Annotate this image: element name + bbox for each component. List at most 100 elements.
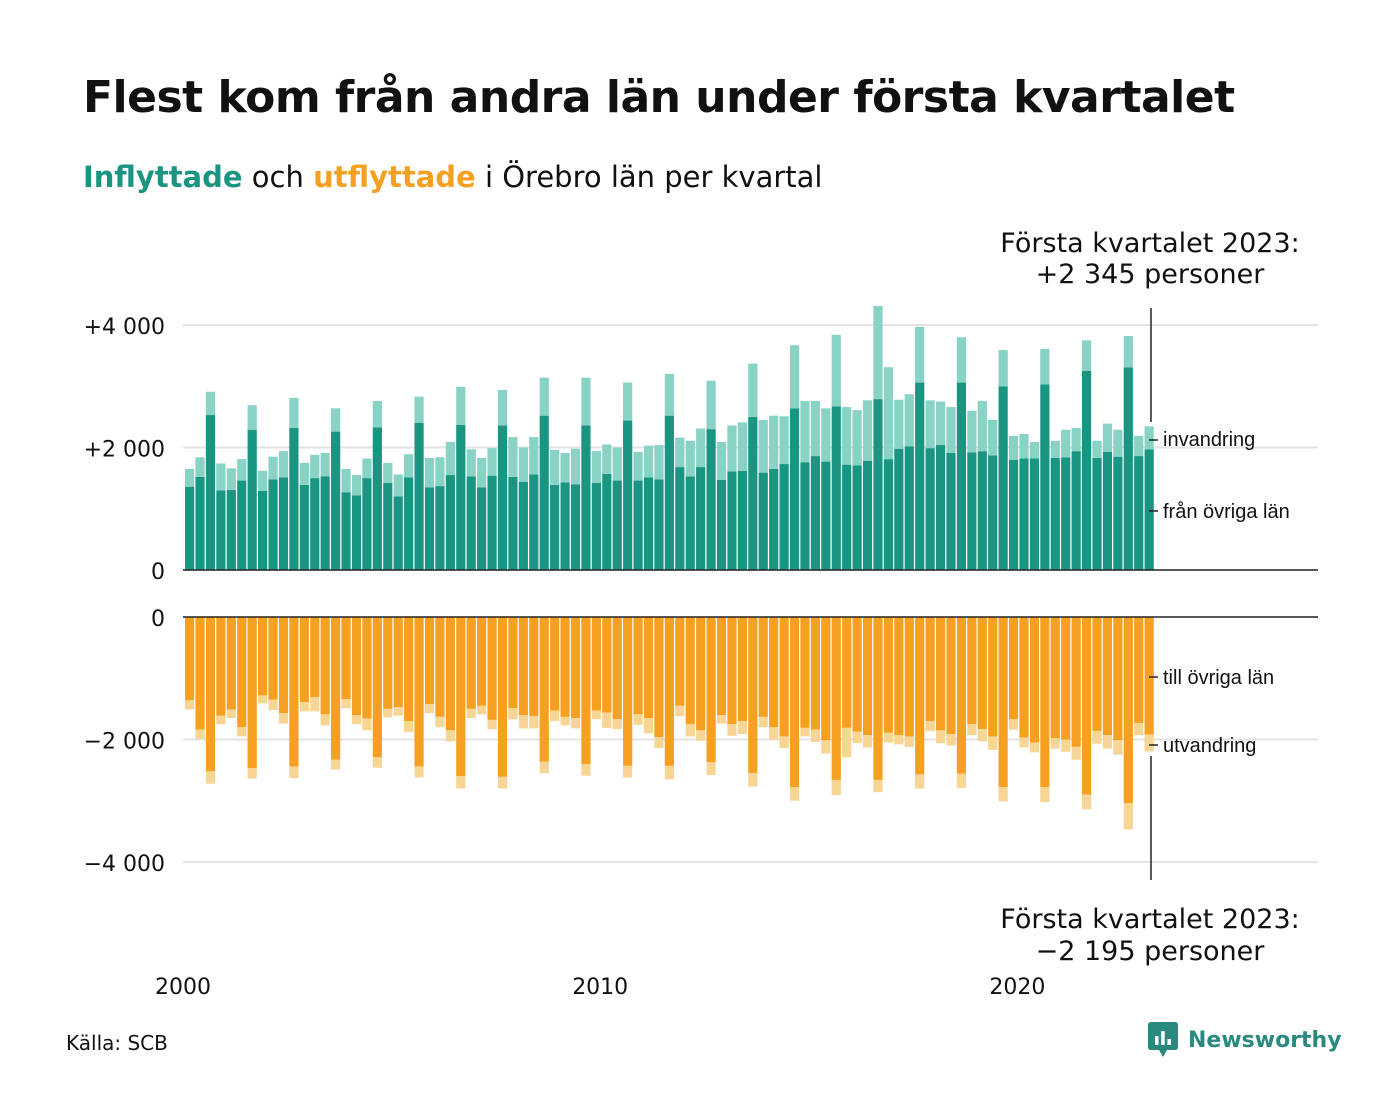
bar-till-ovriga-lan <box>351 617 362 715</box>
bar-utvandring <box>883 732 894 743</box>
bar-invandring <box>623 382 633 421</box>
bar-fran-ovriga-lan <box>487 475 497 570</box>
bar-invandring <box>706 380 716 430</box>
bar-utvandring <box>487 719 497 730</box>
y-tick-label-bottom: −2 000 <box>84 730 165 755</box>
annotation-top-line1: Första kvartalet 2023: <box>1000 228 1299 259</box>
axes: +4 000 +2 000 0 0 −2 000 −4 000 2000 2010 2020 <box>84 308 1318 1000</box>
bar-till-ovriga-lan <box>1123 617 1133 804</box>
bar-fran-ovriga-lan <box>477 487 487 570</box>
bar-utvandring <box>716 715 727 724</box>
bar-fran-ovriga-lan <box>591 483 601 570</box>
bar-invandring <box>299 462 309 485</box>
bar-invandring <box>748 363 758 417</box>
bar-fran-ovriga-lan <box>278 477 289 570</box>
bar-till-ovriga-lan <box>289 617 299 767</box>
bar-utvandring <box>654 737 664 749</box>
x-tick-label: 2010 <box>572 975 628 1000</box>
bar-fran-ovriga-lan <box>341 492 351 570</box>
bar-utvandring <box>581 764 591 776</box>
bar-till-ovriga-lan <box>873 617 883 780</box>
bar-till-ovriga-lan <box>581 617 591 764</box>
x-tick-label: 2000 <box>155 975 211 1000</box>
bar-invandring <box>727 425 737 472</box>
bar-fran-ovriga-lan <box>675 467 685 570</box>
bar-till-ovriga-lan <box>1144 617 1154 735</box>
bar-fran-ovriga-lan <box>1040 384 1050 570</box>
bar-till-ovriga-lan <box>258 617 268 696</box>
bar-utvandring <box>529 716 539 729</box>
bar-invandring <box>508 437 518 477</box>
bar-utvandring <box>873 779 883 793</box>
bar-till-ovriga-lan <box>748 617 758 774</box>
bar-utvandring <box>310 697 320 712</box>
bar-till-ovriga-lan <box>424 617 435 704</box>
bar-invandring <box>1123 336 1133 368</box>
bar-utvandring <box>988 736 998 750</box>
bar-till-ovriga-lan <box>602 617 612 713</box>
y-tick-label-top: +4 000 <box>84 315 165 340</box>
bar-invandring <box>894 399 904 449</box>
bar-invandring <box>946 407 956 454</box>
bar-till-ovriga-lan <box>727 617 737 725</box>
bar-till-ovriga-lan <box>831 617 841 780</box>
bar-invandring <box>685 440 695 477</box>
bar-fran-ovriga-lan <box>299 484 309 570</box>
bar-till-ovriga-lan <box>623 617 633 766</box>
bar-utvandring <box>445 730 455 742</box>
bar-fran-ovriga-lan <box>727 471 737 570</box>
bar-till-ovriga-lan <box>341 617 351 700</box>
bar-fran-ovriga-lan <box>560 482 570 570</box>
bar-utvandring <box>424 703 435 714</box>
chart-subtitle: Inflyttade och utflyttade i Örebro län p… <box>83 160 823 194</box>
bar-utvandring <box>383 708 393 718</box>
bar-till-ovriga-lan <box>299 617 309 703</box>
bar-fran-ovriga-lan <box>185 486 195 570</box>
bar-invandring <box>1029 441 1040 459</box>
bar-till-ovriga-lan <box>591 617 601 711</box>
bar-utvandring <box>821 740 831 754</box>
subtitle-rest: i Örebro län per kvartal <box>484 160 823 194</box>
bar-invandring <box>310 454 320 479</box>
bar-invandring <box>831 334 841 407</box>
bar-till-ovriga-lan <box>247 617 257 769</box>
bar-invandring <box>1102 423 1113 452</box>
bar-utvandring <box>362 718 372 731</box>
bar-invandring <box>1081 340 1092 371</box>
bar-till-ovriga-lan <box>216 617 226 716</box>
bar-fran-ovriga-lan <box>800 462 810 570</box>
bar-fran-ovriga-lan <box>497 425 508 570</box>
bar-till-ovriga-lan <box>1019 617 1029 738</box>
bar-till-ovriga-lan <box>664 617 674 766</box>
bar-fran-ovriga-lan <box>789 408 800 570</box>
bar-utvandring <box>477 705 487 715</box>
bar-fran-ovriga-lan <box>1029 458 1040 570</box>
bar-invandring <box>362 458 372 479</box>
bar-utvandring <box>737 721 747 734</box>
bar-invandring <box>873 306 883 400</box>
bar-utvandring <box>727 724 737 736</box>
bar-fran-ovriga-lan <box>748 416 758 570</box>
bar-fran-ovriga-lan <box>570 484 581 570</box>
bar-utvandring <box>508 708 518 720</box>
bar-utvandring <box>748 773 758 787</box>
bar-till-ovriga-lan <box>810 617 820 730</box>
bar-fran-ovriga-lan <box>404 477 414 570</box>
bar-fran-ovriga-lan <box>1019 458 1029 570</box>
bar-fran-ovriga-lan <box>581 425 591 570</box>
bar-utvandring <box>268 699 278 711</box>
bar-invandring <box>664 374 674 416</box>
bar-invandring <box>810 400 820 457</box>
bar-invandring <box>769 415 779 469</box>
bars <box>185 306 1154 830</box>
bar-till-ovriga-lan <box>466 617 476 709</box>
y-tick-label-bottom: −4 000 <box>84 852 165 877</box>
bar-invandring <box>956 337 967 383</box>
bar-till-ovriga-lan <box>675 617 685 706</box>
bar-utvandring <box>1008 719 1019 730</box>
bar-utvandring <box>800 727 810 737</box>
bar-utvandring <box>758 716 768 728</box>
bar-utvandring <box>393 707 403 716</box>
bar-fran-ovriga-lan <box>946 453 956 570</box>
bar-invandring <box>1061 429 1071 458</box>
